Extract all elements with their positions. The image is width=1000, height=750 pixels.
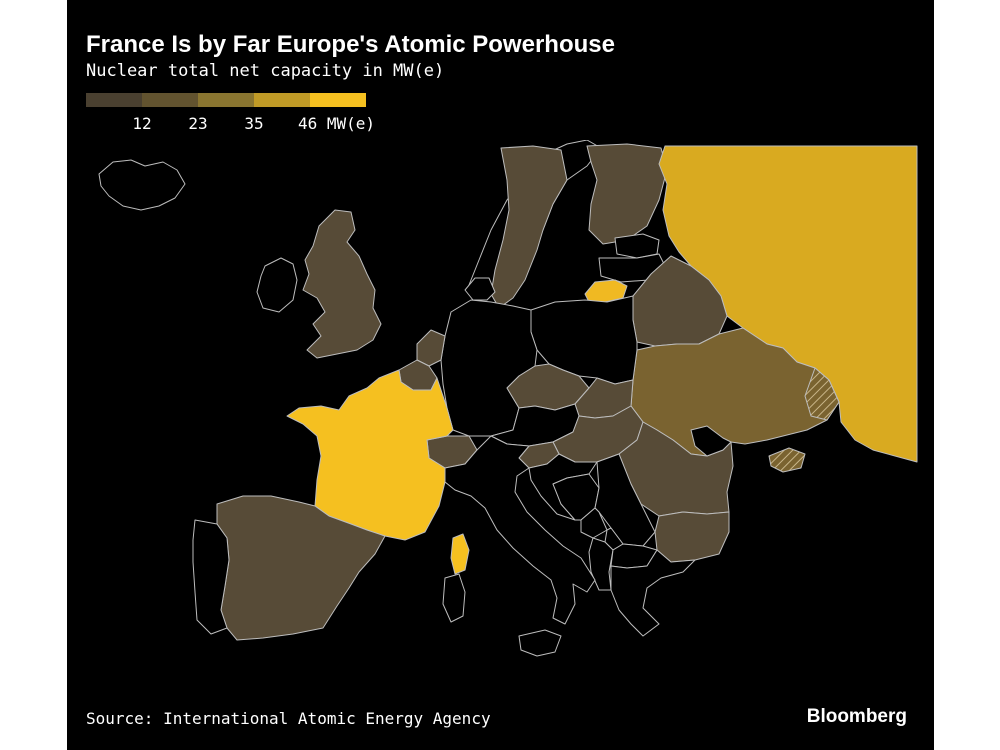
- chart-subtitle: Nuclear total net capacity in MW(e): [86, 61, 445, 81]
- source-note: Source: International Atomic Energy Agen…: [86, 709, 491, 728]
- legend-tick-35: 35: [244, 114, 264, 133]
- legend-color-scale: [86, 93, 366, 107]
- country-uk: [302, 209, 382, 359]
- country-portugal: [192, 519, 230, 635]
- legend-swatch-3: [198, 93, 254, 107]
- country-moldova: [690, 425, 732, 457]
- legend-swatch-4: [254, 93, 310, 107]
- legend-tick-23: 23: [188, 114, 208, 133]
- country-belarus: [632, 255, 728, 347]
- country-italy: [444, 435, 596, 625]
- region-donbas-hatched: [804, 367, 840, 421]
- legend-swatch-2: [142, 93, 198, 107]
- country-greece: [610, 549, 696, 637]
- chart-frame: France Is by Far Europe's Atomic Powerho…: [67, 0, 934, 750]
- color-legend: 12 23 35 46 MW(e): [86, 93, 386, 138]
- legend-swatch-1: [86, 93, 142, 107]
- country-denmark: [464, 277, 496, 301]
- island-corsica: [450, 533, 470, 575]
- region-crimea-hatched: [768, 447, 806, 473]
- country-ireland: [256, 257, 298, 313]
- country-estonia: [614, 233, 660, 259]
- legend-swatch-5: [310, 93, 366, 107]
- country-finland: [586, 143, 668, 245]
- country-france: [286, 369, 454, 541]
- country-sweden: [490, 145, 568, 309]
- island-sardinia: [442, 573, 466, 623]
- legend-tick-46: 46 MW(e): [298, 114, 376, 133]
- island-sicily: [518, 629, 562, 657]
- europe-map: [98, 140, 918, 657]
- country-bulgaria: [654, 511, 730, 563]
- bloomberg-logo: Bloomberg: [806, 706, 907, 727]
- country-iceland: [98, 159, 186, 211]
- legend-tick-12: 12: [132, 114, 152, 133]
- country-netherlands: [416, 329, 446, 367]
- chart-title: France Is by Far Europe's Atomic Powerho…: [86, 31, 615, 58]
